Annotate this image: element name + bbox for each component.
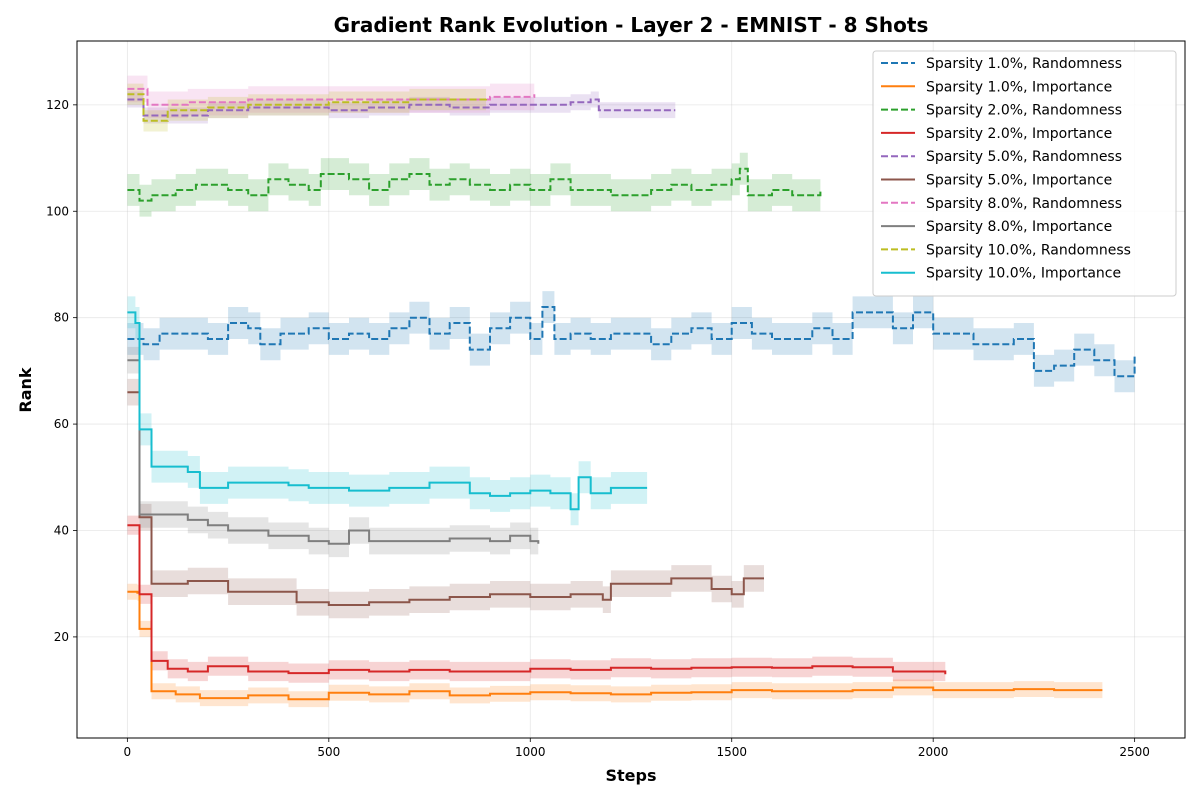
series-line bbox=[127, 87, 536, 106]
series-line bbox=[127, 311, 648, 511]
series-line bbox=[127, 98, 676, 117]
series-lines bbox=[127, 87, 1136, 701]
legend-label: Sparsity 2.0%, Importance bbox=[926, 126, 1112, 142]
legend-label: Sparsity 10.0%, Importance bbox=[926, 266, 1121, 282]
plot-frame bbox=[76, 40, 1186, 739]
series-band bbox=[127, 152, 821, 217]
series-line bbox=[127, 306, 1136, 378]
series-line bbox=[127, 93, 487, 122]
series-band bbox=[127, 291, 1135, 393]
y-tick-label: 20 bbox=[54, 630, 69, 644]
y-tick-label: 120 bbox=[46, 98, 69, 112]
series-line bbox=[127, 524, 947, 675]
legend: Sparsity 1.0%, Randomness Sparsity 1.0%, … bbox=[872, 50, 1177, 297]
series-line bbox=[127, 590, 1103, 701]
legend-label: Sparsity 2.0%, Randomness bbox=[926, 103, 1122, 119]
x-tick-label: 0 bbox=[124, 745, 132, 759]
x-tick-label: 2500 bbox=[1119, 745, 1150, 759]
axis-ticks: 0 500 1000 1500 2000 2500 20 40 60 80 100 120 bbox=[46, 98, 1150, 759]
legend-label: Sparsity 8.0%, Randomness bbox=[926, 196, 1122, 212]
series-line bbox=[127, 167, 822, 202]
y-tick-label: 40 bbox=[54, 523, 69, 537]
y-tick-label: 60 bbox=[54, 417, 69, 431]
x-tick-label: 2000 bbox=[918, 745, 949, 759]
legend-label: Sparsity 8.0%, Importance bbox=[926, 219, 1112, 235]
legend-box bbox=[872, 50, 1177, 297]
series-band bbox=[127, 583, 1103, 708]
series-line bbox=[127, 391, 764, 606]
legend-label: Sparsity 5.0%, Importance bbox=[926, 173, 1112, 189]
x-axis-label: Steps bbox=[606, 766, 657, 785]
legend-label: Sparsity 10.0%, Randomness bbox=[926, 242, 1131, 258]
x-tick-label: 500 bbox=[317, 745, 340, 759]
legend-label: Sparsity 1.0%, Randomness bbox=[926, 56, 1122, 72]
y-tick-label: 100 bbox=[46, 204, 69, 218]
y-tick-label: 80 bbox=[54, 311, 69, 325]
series-line bbox=[127, 359, 540, 545]
x-tick-label: 1000 bbox=[515, 745, 546, 759]
legend-label: Sparsity 5.0%, Randomness bbox=[926, 149, 1122, 165]
y-axis-label: Rank bbox=[16, 367, 35, 413]
chart-title: Gradient Rank Evolution - Layer 2 - EMNI… bbox=[334, 13, 929, 37]
legend-label: Sparsity 1.0%, Importance bbox=[926, 79, 1112, 95]
series-band bbox=[127, 296, 648, 526]
series-band bbox=[127, 346, 539, 558]
x-tick-label: 1500 bbox=[716, 745, 747, 759]
